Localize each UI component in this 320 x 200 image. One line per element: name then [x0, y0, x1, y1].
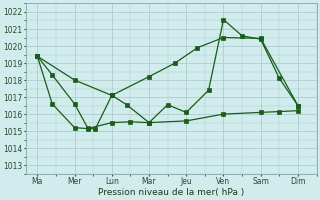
X-axis label: Pression niveau de la mer( hPa ): Pression niveau de la mer( hPa ) — [98, 188, 244, 197]
